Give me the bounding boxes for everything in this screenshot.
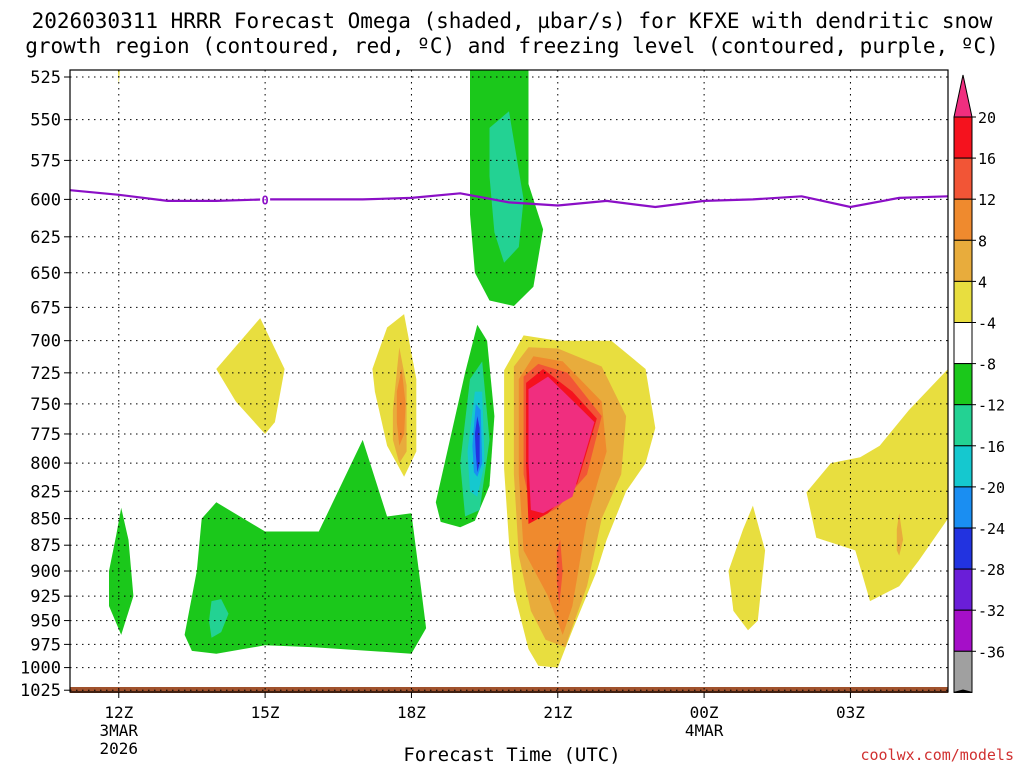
colorbar-swatch bbox=[953, 239, 973, 282]
omega-region-22 bbox=[806, 369, 948, 602]
x-tick-year: 2026 bbox=[100, 739, 139, 758]
x-tick-label: 15Z bbox=[251, 703, 280, 722]
colorbar-label: 16 bbox=[978, 150, 996, 168]
y-tick-label: 575 bbox=[30, 151, 61, 171]
y-tick-label: 750 bbox=[30, 395, 61, 415]
colorbar-label: 4 bbox=[978, 273, 987, 291]
freezing-level-line bbox=[69, 189, 949, 209]
colorbar-label: -16 bbox=[978, 438, 1005, 456]
colorbar-label: -8 bbox=[978, 356, 996, 374]
x-tick-label: 18Z bbox=[397, 703, 426, 722]
y-tick-label: 525 bbox=[30, 68, 61, 88]
colorbar-top-arrow bbox=[953, 74, 973, 118]
colorbar-swatch bbox=[953, 363, 973, 406]
grid-lines bbox=[70, 70, 948, 692]
omega-region-14 bbox=[474, 416, 480, 473]
y-tick-label: 675 bbox=[30, 298, 61, 318]
y-tick-label: 650 bbox=[30, 264, 61, 284]
y-tick-label: 625 bbox=[30, 228, 61, 248]
colorbar-swatch bbox=[953, 322, 973, 365]
freezing-level-label: 0 bbox=[261, 193, 268, 207]
y-tick-label: 825 bbox=[30, 482, 61, 502]
credit-link[interactable]: coolwx.com/models bbox=[860, 746, 1014, 764]
omega-region-8 bbox=[184, 439, 427, 654]
colorbar-label: -20 bbox=[978, 479, 1005, 497]
colorbar-label: -12 bbox=[978, 397, 1005, 415]
omega-region-2 bbox=[489, 111, 524, 263]
freezing-level-label-bg bbox=[260, 192, 271, 207]
omega-region-9 bbox=[209, 599, 229, 638]
colorbar-swatch bbox=[953, 650, 973, 693]
colorbar-label: -4 bbox=[978, 315, 996, 333]
omega-region-0 bbox=[117, 70, 120, 86]
omega-regions bbox=[109, 70, 948, 668]
x-tick-sublabel: 3MAR bbox=[100, 721, 139, 740]
colorbar-label: 20 bbox=[978, 109, 996, 127]
y-tick-label: 900 bbox=[30, 562, 61, 582]
freezing-level-contour: 0 bbox=[69, 189, 949, 209]
y-tick-label: 700 bbox=[30, 332, 61, 352]
x-tick-label: 12Z bbox=[104, 703, 133, 722]
omega-region-3 bbox=[216, 318, 285, 434]
y-tick-label: 1025 bbox=[20, 681, 61, 701]
y-axis: 525 550 575 600 625 650 675 700 725 750 775 800 825 8… bbox=[20, 68, 70, 701]
x-axis-title: Forecast Time (UTC) bbox=[403, 744, 621, 766]
x-tick-label: 03Z bbox=[836, 703, 865, 722]
y-tick-label: 725 bbox=[30, 364, 61, 384]
y-tick-label: 1000 bbox=[20, 659, 61, 679]
colorbar-bottom-arrow bbox=[953, 689, 973, 693]
y-tick-label: 950 bbox=[30, 612, 61, 632]
x-tick-sublabel: 4MAR bbox=[685, 721, 724, 740]
colorbar-label: -36 bbox=[978, 643, 1005, 661]
y-tick-label: 550 bbox=[30, 111, 61, 131]
x-tick-label: 21Z bbox=[543, 703, 572, 722]
x-tick-label: 00Z bbox=[690, 703, 719, 722]
colorbar-swatch bbox=[953, 404, 973, 447]
colorbar-swatch bbox=[953, 157, 973, 200]
colorbar-swatch bbox=[953, 527, 973, 570]
colorbar-label: 8 bbox=[978, 232, 987, 250]
y-tick-label: 800 bbox=[30, 454, 61, 474]
colorbar-label: -32 bbox=[978, 602, 1005, 620]
plot-frame bbox=[69, 69, 949, 693]
omega-region-4 bbox=[372, 314, 417, 477]
chart-title-line1: 2026030311 HRRR Forecast Omega (shaded, … bbox=[31, 9, 993, 33]
colorbar: 20 16 12 8 4 -4 -8 -12 -16 -20 -24 -28 -32 -36 bbox=[953, 74, 1005, 693]
colorbar-label: -24 bbox=[978, 520, 1005, 538]
omega-region-20 bbox=[528, 376, 595, 514]
y-tick-label: 875 bbox=[30, 536, 61, 556]
colorbar-swatch bbox=[953, 280, 973, 323]
y-tick-label: 975 bbox=[30, 635, 61, 655]
colorbar-swatch bbox=[953, 609, 973, 652]
colorbar-swatch bbox=[953, 198, 973, 241]
y-tick-label: 850 bbox=[30, 510, 61, 530]
colorbar-label: -28 bbox=[978, 561, 1005, 579]
omega-region-6 bbox=[396, 369, 406, 446]
chart-title-line2: growth region (contoured, red, ºC) and f… bbox=[25, 34, 999, 58]
colorbar-swatch bbox=[953, 445, 973, 488]
y-tick-label: 775 bbox=[30, 425, 61, 445]
colorbar-swatch bbox=[953, 486, 973, 529]
colorbar-swatch bbox=[953, 568, 973, 611]
y-tick-label: 600 bbox=[30, 190, 61, 210]
omega-region-24 bbox=[728, 505, 766, 631]
y-tick-label: 925 bbox=[30, 587, 61, 607]
omega-region-7 bbox=[109, 507, 134, 635]
colorbar-label: 12 bbox=[978, 191, 996, 209]
colorbar-swatch bbox=[953, 116, 973, 159]
